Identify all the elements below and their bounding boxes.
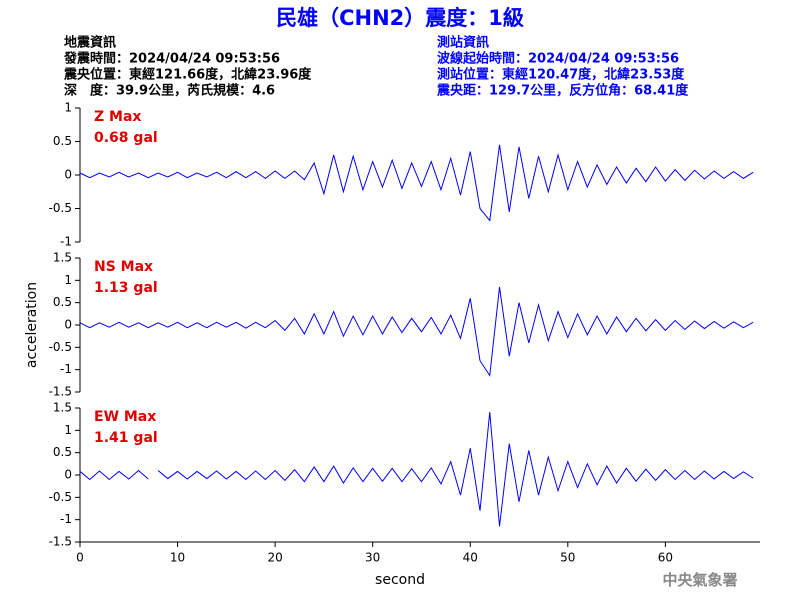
y-tick-label: -1 [60, 362, 72, 376]
y-tick-label: -1 [60, 235, 72, 249]
y-tick-label: -1.5 [49, 385, 72, 399]
info-line: 震央距：129.7公里，反方位角：68.41度 [436, 83, 689, 99]
footer: 中央氣象署 [662, 571, 737, 589]
panel-label: EW Max [94, 409, 156, 425]
x-tick-label: 30 [365, 551, 380, 565]
info-line: 發震時間：2024/04/24 09:53:56 [63, 51, 280, 67]
y-tick-label: -0.5 [49, 490, 72, 504]
y-tick-label: -0.5 [49, 340, 72, 354]
panel-label: Z Max [94, 109, 141, 125]
y-tick-label: 0.5 [53, 295, 72, 309]
panel-label: NS Max [94, 259, 153, 275]
y-tick-label: -1.5 [49, 535, 72, 549]
x-tick-label: 40 [463, 551, 478, 565]
x-tick-label: 0 [76, 551, 84, 565]
info-line: 震央位置：東經121.66度，北緯23.96度 [63, 67, 312, 83]
y-tick-label: -1 [60, 512, 72, 526]
info-line: 波線起始時間：2024/04/24 09:53:56 [437, 51, 679, 67]
x-tick-label: 20 [267, 551, 282, 565]
y-tick-label: 0.5 [53, 445, 72, 459]
y-axis-label: acceleration [24, 282, 40, 368]
y-tick-label: 0 [64, 468, 72, 482]
panel-value: 1.41 gal [94, 430, 158, 446]
waveform [79, 144, 754, 222]
waveform [79, 286, 754, 377]
y-tick-label: 1 [64, 273, 72, 287]
x-tick-label: 60 [658, 551, 673, 565]
y-tick-label: 1.5 [53, 251, 72, 265]
panel-value: 1.13 gal [94, 280, 158, 296]
info-line: 深 度：39.9公里，芮氏規模：4.6 [64, 83, 275, 99]
info-line: 地震資訊 [64, 35, 116, 51]
chart-title: 民雄（CHN2）震度：1級 [276, 6, 524, 30]
panel-value: 0.68 gal [94, 130, 158, 146]
info-line: 測站資訊 [437, 35, 489, 51]
y-tick-label: 0.5 [53, 134, 72, 148]
info-line: 測站位置：東經120.47度，北緯23.53度 [437, 67, 685, 83]
y-tick-label: 0 [64, 168, 72, 182]
y-tick-label: 1 [64, 423, 72, 437]
y-tick-label: -0.5 [49, 201, 72, 215]
x-axis-label: second [375, 572, 425, 588]
y-tick-label: 0 [64, 318, 72, 332]
x-tick-label: 10 [170, 551, 185, 565]
y-tick-label: 1 [64, 101, 72, 115]
y-tick-label: 1.5 [53, 401, 72, 415]
x-tick-label: 50 [560, 551, 575, 565]
waveform [79, 411, 754, 527]
